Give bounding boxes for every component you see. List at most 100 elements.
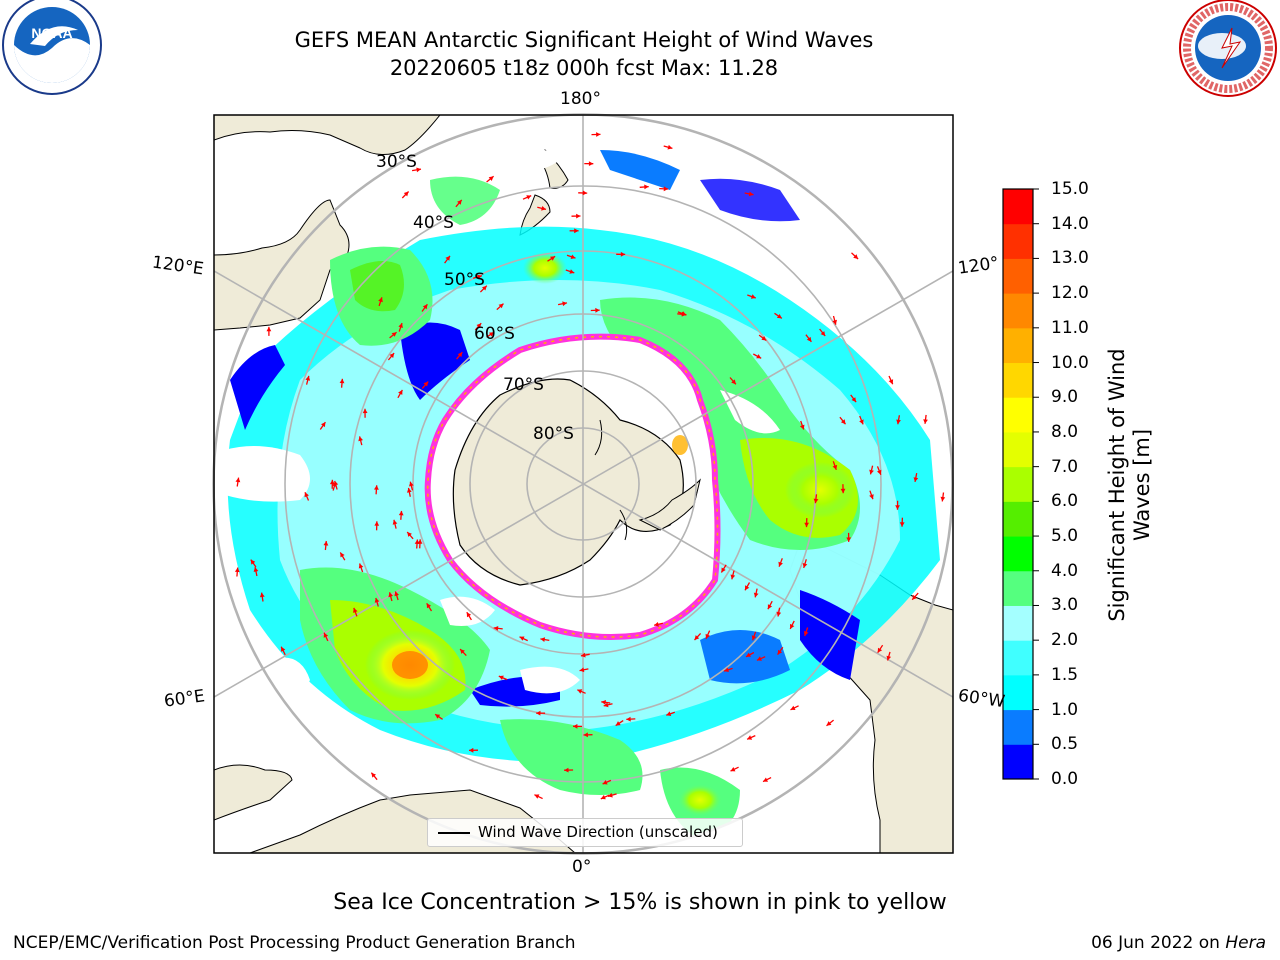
wave-arrow-head bbox=[803, 631, 809, 636]
wave-arrow-head bbox=[602, 780, 608, 785]
wave-arrow-head bbox=[620, 251, 626, 257]
wave-arrow-head bbox=[374, 485, 379, 490]
wave-arrow-head bbox=[304, 492, 309, 498]
colorbar-tick-label: 10.0 bbox=[1051, 352, 1089, 373]
wave-arrow-head bbox=[730, 574, 736, 580]
wave-arrow-head bbox=[667, 144, 673, 150]
wave-arrow-head bbox=[583, 732, 588, 738]
colorbar bbox=[1002, 188, 1039, 780]
map-subtitle: 20220605 t18z 000h fcst Max: 11.28 bbox=[389, 56, 779, 80]
lat-label-60s: 60°S bbox=[474, 324, 515, 344]
wave-arrow-head bbox=[767, 604, 773, 610]
wave-arrow-head bbox=[607, 792, 613, 798]
lat-label-50s: 50°S bbox=[444, 270, 485, 290]
footer-machine: Hera bbox=[1225, 933, 1266, 953]
wave-arrow-head bbox=[358, 563, 364, 569]
wave-arrow-head bbox=[761, 336, 767, 341]
wave-arrow-head bbox=[756, 656, 762, 661]
wave-arrow-head bbox=[340, 552, 345, 558]
wave-arrow-head bbox=[378, 297, 383, 303]
colorbar-frame bbox=[1002, 188, 1034, 780]
lat-label-40s: 40°S bbox=[413, 213, 454, 233]
colorbar-segment bbox=[1003, 501, 1033, 537]
colorbar-title-line1: Significant Height of Wind bbox=[1105, 348, 1129, 622]
colorbar-segment bbox=[1003, 466, 1033, 502]
wave-arrow-head bbox=[663, 186, 669, 192]
wave-arrow-head bbox=[596, 132, 601, 137]
colorbar-tick-label: 4.0 bbox=[1051, 560, 1079, 581]
wave-arrow-head bbox=[398, 323, 403, 328]
colorbar-segment bbox=[1003, 674, 1033, 711]
wave-arrow-head bbox=[362, 408, 368, 414]
wave-arrow-head bbox=[721, 567, 726, 573]
wave-arrow-head bbox=[391, 332, 397, 337]
wave-arrow-head bbox=[388, 592, 393, 598]
wave-arrow-head bbox=[615, 721, 621, 726]
wave-arrow-head bbox=[576, 213, 581, 219]
lat-label-30s: 30°S bbox=[376, 152, 417, 172]
wave-arrow-head bbox=[802, 563, 808, 568]
wave-arrow-head bbox=[482, 285, 487, 291]
wave-arrow-head bbox=[407, 532, 412, 537]
wave-arrow-head bbox=[374, 597, 380, 603]
wave-arrow-head bbox=[896, 419, 901, 425]
wave-arrow-head bbox=[877, 647, 883, 653]
lon-label-180: 180° bbox=[560, 89, 601, 109]
wave-arrow-head bbox=[570, 254, 576, 259]
wave-arrow-head bbox=[416, 167, 421, 173]
wave-arrow-head bbox=[840, 419, 846, 425]
colorbar-tick-label: 12.0 bbox=[1051, 283, 1089, 304]
colorbar-segment bbox=[1003, 570, 1033, 606]
noaa-logo-text: NOAA bbox=[31, 25, 72, 41]
wave-arrow-head bbox=[469, 747, 474, 753]
wave-arrow-head bbox=[403, 191, 409, 197]
wave-arrow-head bbox=[333, 480, 339, 486]
lon-label-0: 0° bbox=[572, 857, 592, 877]
wave-arrow-head bbox=[477, 274, 482, 280]
wave-arrow-head bbox=[417, 539, 423, 544]
colorbar-segment bbox=[1003, 397, 1033, 433]
graticule bbox=[214, 115, 953, 853]
wave-arrow-head bbox=[799, 424, 805, 430]
wave-arrow-head bbox=[832, 464, 838, 470]
wave-arrow-head bbox=[498, 303, 504, 309]
noaa-logo: NOAA bbox=[2, 0, 102, 95]
colorbar-segment bbox=[1003, 223, 1033, 259]
wave-arrow-head bbox=[329, 479, 335, 485]
colorbar-tick-label: 2.0 bbox=[1051, 630, 1079, 651]
wave-arrow-head bbox=[394, 591, 399, 597]
wave-arrow-head bbox=[374, 521, 380, 526]
lat-label-80s: 80°S bbox=[533, 424, 574, 444]
wave-arrow-head bbox=[574, 228, 579, 234]
wave-arrow-head bbox=[912, 594, 917, 600]
map-frame bbox=[213, 114, 954, 854]
wave-arrow-head bbox=[777, 649, 783, 655]
wave-arrow-head bbox=[519, 636, 525, 641]
wave-arrow-head bbox=[595, 307, 600, 313]
wave-arrow-head bbox=[323, 541, 329, 546]
wave-arrow-head bbox=[840, 488, 846, 494]
colorbar-title: Significant Height of Wind Waves [m] bbox=[1105, 348, 1155, 621]
colorbar-segment bbox=[1003, 362, 1033, 398]
wave-arrow-head bbox=[371, 772, 376, 778]
wave-arrow-head bbox=[763, 777, 768, 782]
wave-direction-arrows bbox=[234, 132, 946, 800]
nws-logo bbox=[1179, 0, 1277, 97]
lat-label-70s: 70°S bbox=[503, 375, 544, 395]
wave-arrow-head bbox=[778, 561, 783, 567]
colorbar-tick-label: 5.0 bbox=[1051, 526, 1079, 547]
wave-arrow-head bbox=[234, 567, 240, 573]
wave-arrow-head bbox=[409, 481, 414, 487]
wave-arrow-head bbox=[426, 603, 432, 609]
wave-arrow-head bbox=[826, 721, 832, 726]
wave-arrow-head bbox=[562, 301, 567, 307]
wave-arrow-head bbox=[886, 655, 892, 661]
wave-arrow-head bbox=[940, 496, 946, 502]
wave-arrow-head bbox=[498, 675, 504, 680]
wave-arrow-head bbox=[266, 326, 272, 332]
wave-arrow-head bbox=[753, 592, 759, 598]
wave-arrow-head bbox=[253, 567, 259, 572]
colorbar-segment bbox=[1003, 327, 1033, 364]
wave-arrow-head bbox=[877, 469, 882, 475]
colorbar-tick-label: 6.0 bbox=[1051, 491, 1079, 512]
